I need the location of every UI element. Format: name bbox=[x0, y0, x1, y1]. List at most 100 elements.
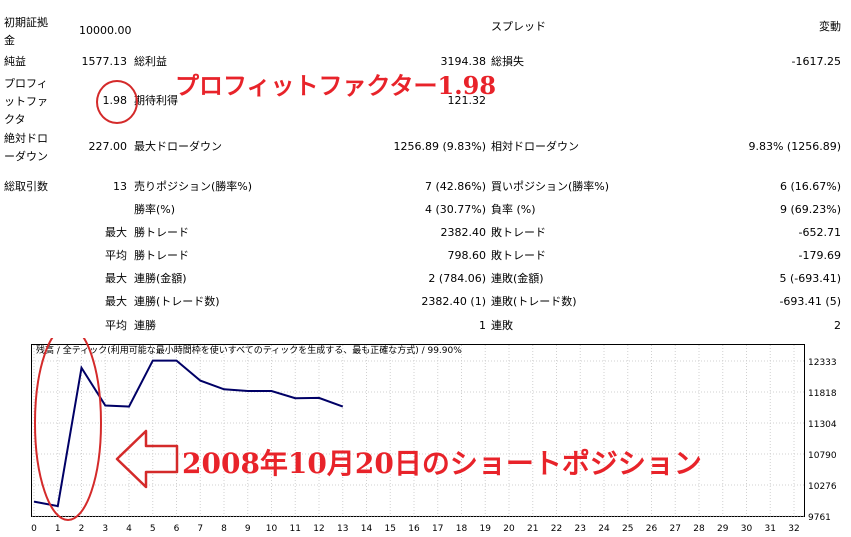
x-tick-label: 8 bbox=[221, 524, 227, 534]
chart-frame bbox=[31, 344, 805, 517]
x-tick-label: 20 bbox=[503, 524, 515, 534]
x-tick-label: 28 bbox=[693, 524, 705, 534]
x-tick-label: 11 bbox=[290, 524, 301, 534]
total-trades-label: 総取引数 bbox=[4, 180, 48, 193]
x-tick-label: 4 bbox=[126, 524, 132, 534]
y-tick-label: 11304 bbox=[808, 420, 837, 430]
long-positions-label: 買いポジション(勝率%) bbox=[491, 180, 610, 193]
initial-deposit-value: 10000.00 bbox=[79, 24, 132, 37]
row-prefix: 最大 bbox=[105, 295, 127, 308]
x-tick-label: 25 bbox=[622, 524, 633, 534]
row-label-2: 連敗 bbox=[491, 319, 513, 332]
max-drawdown-label: 最大ドローダウン bbox=[134, 140, 222, 153]
row-value-2: -652.71 bbox=[798, 226, 841, 239]
gross-loss-value: -1617.25 bbox=[791, 55, 841, 68]
row-value-1: 2 (784.06) bbox=[428, 272, 486, 285]
row-label-2: 連敗(トレード数) bbox=[491, 295, 577, 308]
x-tick-label: 9 bbox=[245, 524, 251, 534]
x-tick-label: 7 bbox=[197, 524, 203, 534]
x-tick-label: 27 bbox=[670, 524, 681, 534]
x-tick-label: 6 bbox=[174, 524, 180, 534]
row-value-2: -179.69 bbox=[798, 249, 841, 262]
row-label-1: 勝トレード bbox=[134, 249, 189, 262]
x-tick-label: 18 bbox=[456, 524, 468, 534]
x-tick-label: 5 bbox=[150, 524, 156, 534]
initial-deposit-label: 初期証拠金 bbox=[4, 16, 48, 47]
row-value-2: 5 (-693.41) bbox=[779, 272, 841, 285]
loss-rate-value: 9 (69.23%) bbox=[779, 203, 841, 216]
x-tick-label: 30 bbox=[741, 524, 753, 534]
row-label-1: 勝トレード bbox=[134, 226, 189, 239]
x-tick-label: 32 bbox=[788, 524, 799, 534]
x-tick-label: 26 bbox=[646, 524, 658, 534]
x-tick-label: 31 bbox=[765, 524, 776, 534]
y-axis: 12333 11818 11304 10790 10276 9761 bbox=[808, 358, 837, 523]
x-tick-label: 0 bbox=[31, 524, 37, 534]
row-prefix: 平均 bbox=[105, 319, 127, 332]
x-tick-label: 1 bbox=[55, 524, 61, 534]
x-tick-label: 12 bbox=[313, 524, 324, 534]
x-tick-label: 21 bbox=[527, 524, 538, 534]
x-tick-label: 16 bbox=[408, 524, 420, 534]
y-tick-label: 11818 bbox=[808, 389, 837, 399]
row-prefix: 最大 bbox=[105, 226, 127, 239]
row-value-2: 2 bbox=[834, 319, 841, 332]
x-tick-label: 2 bbox=[79, 524, 85, 534]
x-tick-label: 17 bbox=[432, 524, 443, 534]
net-profit-label: 純益 bbox=[4, 55, 26, 68]
row-value-2: -693.41 (5) bbox=[779, 295, 841, 308]
abs-drawdown-value: 227.00 bbox=[88, 140, 128, 153]
x-tick-label: 10 bbox=[266, 524, 278, 534]
short-positions-label: 売りポジション(勝率%) bbox=[134, 180, 253, 193]
row-label-2: 敗トレード bbox=[491, 249, 546, 262]
x-tick-label: 29 bbox=[717, 524, 729, 534]
expected-payoff-value: 121.32 bbox=[447, 94, 487, 107]
y-tick-label: 12333 bbox=[808, 358, 837, 368]
gross-profit-value: 3194.38 bbox=[440, 55, 487, 68]
highlight-ellipse bbox=[34, 338, 102, 521]
row-prefix: 最大 bbox=[105, 272, 127, 285]
short-position-annotation: 2008年10月20日のショートポジション bbox=[182, 447, 702, 480]
profit-factor-annotation: プロフィットファクター1.98 bbox=[175, 71, 497, 100]
expected-payoff-label: 期待利得 bbox=[134, 94, 178, 107]
profit-factor-label: プロフィットファクタ bbox=[4, 77, 48, 126]
row-value-1: 798.60 bbox=[447, 249, 487, 262]
chart-title: 残高 / 全ティック(利用可能な最小時間枠を使いすべてのティックを生成する、最も… bbox=[36, 344, 462, 356]
win-rate-value: 4 (30.77%) bbox=[424, 203, 486, 216]
highlight-circle bbox=[96, 80, 138, 124]
win-rate-label: 勝率(%) bbox=[134, 203, 176, 216]
balance-series-line bbox=[33, 359, 344, 508]
long-positions-value: 6 (16.67%) bbox=[779, 180, 841, 193]
gross-loss-label: 総損失 bbox=[491, 55, 524, 68]
total-trades-value: 13 bbox=[113, 180, 127, 193]
spread-value: 変動 bbox=[819, 20, 841, 33]
balance-chart: 残高 / 全ティック(利用可能な最小時間枠を使いすべてのティックを生成する、最も… bbox=[31, 338, 837, 534]
x-tick-label: 15 bbox=[385, 524, 396, 534]
max-drawdown-value: 1256.89 (9.83%) bbox=[393, 140, 486, 153]
rel-drawdown-value: 9.83% (1256.89) bbox=[748, 140, 841, 153]
row-value-1: 2382.40 (1) bbox=[421, 295, 486, 308]
x-tick-label: 3 bbox=[102, 524, 108, 534]
row-value-1: 2382.40 bbox=[440, 226, 487, 239]
row-label-1: 連勝(金額) bbox=[134, 272, 187, 285]
y-tick-label: 9761 bbox=[808, 513, 831, 523]
abs-drawdown-label: 絶対ドローダウン bbox=[4, 132, 48, 163]
row-prefix: 平均 bbox=[105, 249, 127, 262]
row-label-2: 敗トレード bbox=[491, 226, 546, 239]
row-value-1: 1 bbox=[479, 319, 486, 332]
x-tick-label: 19 bbox=[480, 524, 492, 534]
left-arrow-icon bbox=[115, 429, 179, 489]
y-tick-label: 10276 bbox=[808, 482, 837, 492]
x-tick-label: 22 bbox=[551, 524, 562, 534]
row-label-1: 連勝(トレード数) bbox=[134, 295, 220, 308]
row-label-2: 連敗(金額) bbox=[491, 272, 544, 285]
x-tick-label: 13 bbox=[337, 524, 348, 534]
row-label-1: 連勝 bbox=[134, 319, 156, 332]
x-axis: 0 1 2 3 4 5 6 7 8 9 10 11 12 13 14 15 16 17 18 19 20 21 22 23 24… bbox=[31, 524, 800, 534]
short-positions-value: 7 (42.86%) bbox=[424, 180, 486, 193]
spread-label: スプレッド bbox=[491, 20, 546, 33]
net-profit-value: 1577.13 bbox=[81, 55, 128, 68]
x-tick-label: 23 bbox=[575, 524, 586, 534]
gross-profit-label: 総利益 bbox=[134, 55, 167, 68]
x-tick-label: 14 bbox=[361, 524, 373, 534]
